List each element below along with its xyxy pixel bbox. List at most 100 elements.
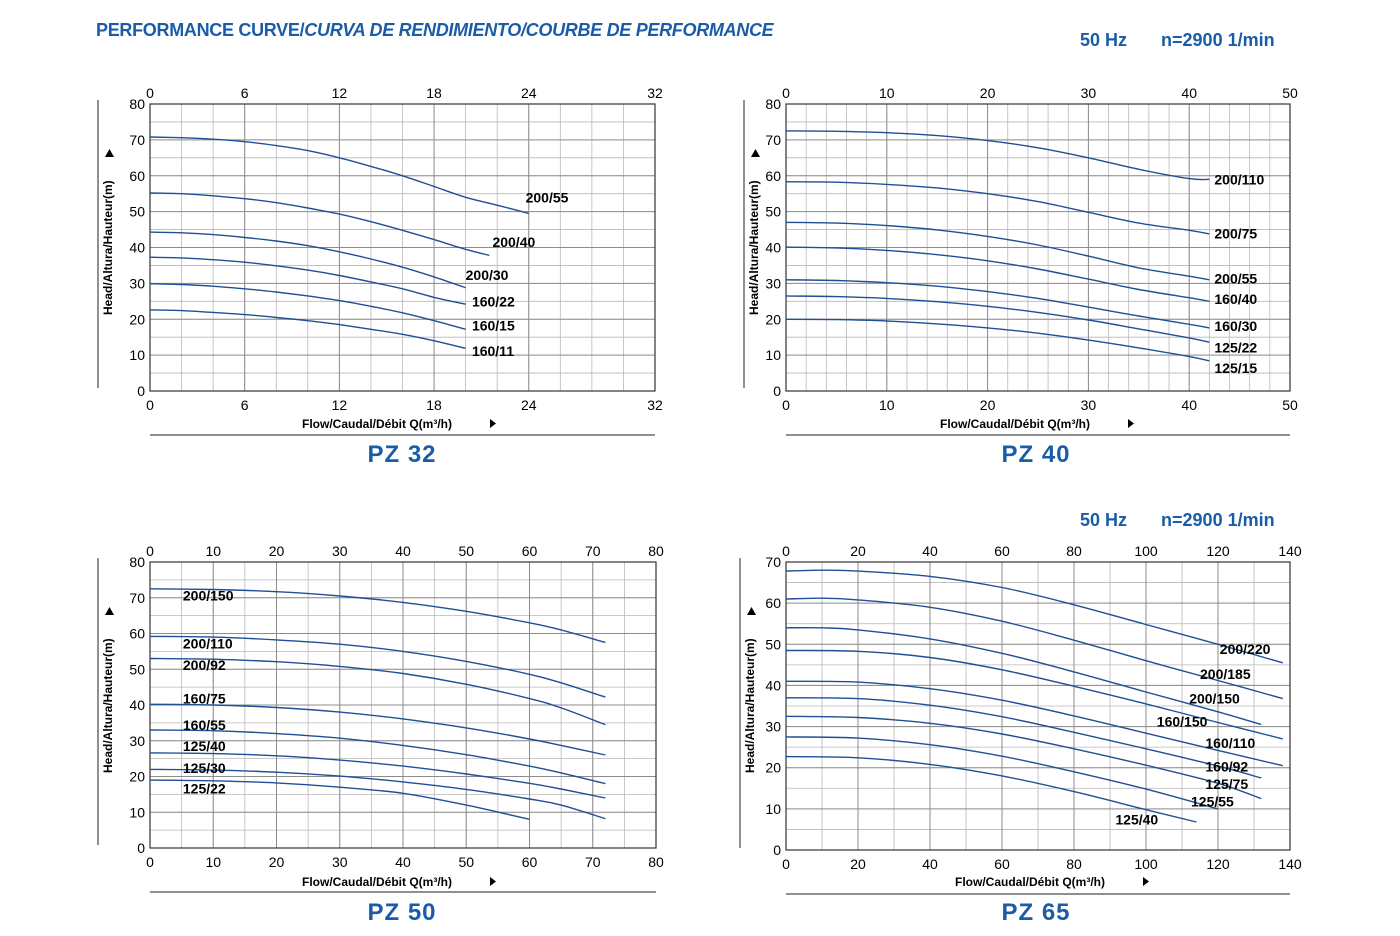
curve-125-22	[149, 779, 530, 821]
x-tick-bottom: 0	[782, 397, 790, 413]
y-tick: 40	[129, 697, 145, 713]
y-tick: 10	[765, 347, 781, 363]
y-tick: 70	[765, 132, 781, 148]
x-tick-top: 40	[395, 543, 411, 559]
curve-160-150	[785, 649, 1283, 740]
frequency-label: 50 Hz	[1080, 30, 1128, 50]
x-tick-bottom: 80	[648, 854, 664, 870]
x-axis-label: Flow/Caudal/Débit Q(m³/h)	[302, 417, 452, 431]
x-tick-top: 140	[1278, 543, 1302, 559]
x-tick-bottom: 12	[332, 397, 348, 413]
x-tick-top: 50	[1282, 85, 1298, 101]
y-tick: 30	[765, 275, 781, 291]
x-tick-top: 40	[1181, 85, 1197, 101]
y-tick: 50	[765, 204, 781, 220]
y-axis-label: Head/Altura/Hauteur(m)	[747, 180, 761, 315]
curve-label: 160/11	[472, 343, 514, 359]
x-axis-arrow-icon	[490, 877, 496, 886]
curve-label: 200/110	[1214, 172, 1264, 188]
curve-200-40	[149, 192, 490, 257]
y-axis-arrow-icon	[105, 149, 114, 157]
x-tick-top: 80	[648, 543, 664, 559]
x-tick-bottom: 0	[146, 397, 154, 413]
x-tick-top: 70	[585, 543, 601, 559]
x-axis-label: Flow/Caudal/Débit Q(m³/h)	[940, 417, 1090, 431]
x-tick-bottom: 24	[521, 397, 537, 413]
model-name: PZ 65	[1001, 899, 1070, 926]
y-tick: 10	[765, 801, 781, 817]
y-tick: 10	[129, 804, 145, 820]
curve-125-15	[785, 318, 1210, 362]
curve-label: 160/110	[1205, 735, 1255, 751]
x-tick-bottom: 100	[1134, 856, 1158, 872]
x-tick-bottom: 50	[1282, 397, 1298, 413]
y-tick: 30	[765, 719, 781, 735]
x-tick-top: 10	[205, 543, 221, 559]
x-tick-bottom: 70	[585, 854, 601, 870]
y-axis-arrow-icon	[105, 607, 114, 615]
x-tick-top: 12	[332, 85, 348, 101]
curve-label: 200/92	[183, 657, 226, 673]
y-tick: 80	[129, 96, 145, 112]
curve-160-22	[149, 256, 466, 305]
curve-label: 160/150	[1157, 714, 1208, 730]
chart-3: 0020204040606080801001001201201401400102…	[739, 543, 1302, 926]
curve-160-30	[785, 279, 1210, 329]
y-tick: 20	[129, 311, 145, 327]
x-tick-top: 18	[426, 85, 442, 101]
curve-label: 200/30	[466, 267, 509, 283]
x-axis-label: Flow/Caudal/Débit Q(m³/h)	[955, 875, 1105, 889]
y-tick: 30	[129, 275, 145, 291]
x-tick-top: 60	[522, 543, 538, 559]
chart-1: 001010202030304040505001020304050607080H…	[743, 85, 1298, 468]
page-title: PERFORMANCE CURVE/CURVA DE RENDIMIENTO/C…	[96, 20, 774, 41]
y-tick: 20	[765, 311, 781, 327]
y-tick: 70	[129, 590, 145, 606]
title-main: PERFORMANCE CURVE/	[96, 20, 305, 40]
curve-160-55	[149, 729, 606, 785]
curve-200-92	[149, 657, 606, 726]
chart-0: 0066121218182424323201020304050607080Hea…	[97, 85, 663, 468]
curve-200-55	[785, 221, 1210, 281]
curve-label: 200/110	[183, 636, 233, 652]
x-tick-bottom: 10	[879, 397, 895, 413]
y-tick: 70	[129, 132, 145, 148]
curve-label: 125/40	[1115, 811, 1158, 827]
curve-200-150	[785, 626, 1262, 726]
y-tick: 0	[137, 383, 145, 399]
y-tick: 50	[129, 204, 145, 220]
curve-label: 200/220	[1220, 641, 1271, 657]
x-tick-top: 20	[269, 543, 285, 559]
x-tick-top: 100	[1134, 543, 1158, 559]
x-tick-top: 20	[980, 85, 996, 101]
model-name: PZ 40	[1001, 441, 1070, 468]
x-tick-top: 80	[1066, 543, 1082, 559]
y-tick: 70	[765, 554, 781, 570]
y-tick: 40	[129, 240, 145, 256]
x-tick-top: 50	[458, 543, 474, 559]
x-tick-bottom: 30	[332, 854, 348, 870]
plot-frame	[785, 561, 1291, 851]
curve-125-75	[785, 715, 1262, 800]
curve-160-40	[785, 246, 1210, 302]
x-tick-bottom: 60	[522, 854, 538, 870]
curve-160-110	[785, 680, 1283, 767]
curve-label: 160/40	[1214, 291, 1257, 307]
curve-200-30	[149, 231, 466, 289]
curve-160-11	[149, 309, 466, 349]
curve-label: 160/92	[1205, 758, 1248, 774]
curve-label: 125/75	[1205, 776, 1248, 792]
x-tick-bottom: 60	[994, 856, 1010, 872]
curve-label: 160/30	[1214, 318, 1257, 334]
x-tick-top: 24	[521, 85, 537, 101]
model-name: PZ 50	[367, 899, 436, 926]
frequency-label: 50 Hz	[1080, 510, 1128, 530]
curve-label: 160/55	[183, 717, 226, 733]
y-tick: 60	[765, 168, 781, 184]
curve-125-30	[149, 768, 606, 820]
x-tick-top: 0	[782, 543, 790, 559]
x-tick-bottom: 30	[1081, 397, 1097, 413]
curve-200-75	[785, 181, 1210, 235]
y-axis-label: Head/Altura/Hauteur(m)	[101, 180, 115, 315]
